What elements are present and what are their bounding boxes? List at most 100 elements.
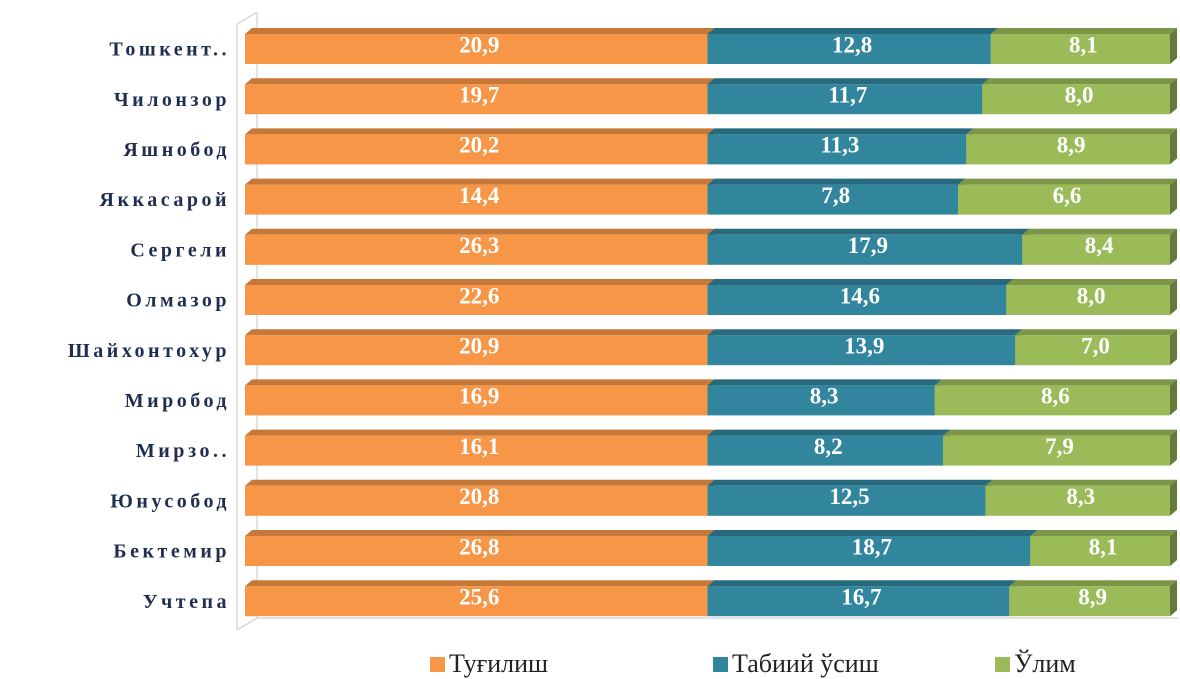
y-tick-label: Тошкент.. <box>109 39 230 61</box>
bar-top <box>707 28 998 34</box>
bar <box>245 78 715 115</box>
bar <box>245 279 715 315</box>
data-label: 20,9 <box>459 32 499 57</box>
data-label: 26,8 <box>459 534 499 559</box>
bar-front <box>245 285 708 315</box>
data-label: 8,0 <box>1065 82 1094 107</box>
bar <box>245 178 715 215</box>
bar-top <box>245 479 715 486</box>
bar <box>990 28 1177 64</box>
y-tick-label: Учтепа <box>143 591 230 613</box>
bar <box>966 128 1177 165</box>
bar-front <box>707 234 1023 265</box>
bar-top <box>985 479 1177 486</box>
legend-swatch <box>995 657 1010 672</box>
y-tick-label: Яккасарой <box>100 189 230 211</box>
bar <box>245 429 715 466</box>
data-label: 8,4 <box>1085 233 1114 258</box>
bar-front <box>707 335 1016 366</box>
bar-top <box>245 78 715 85</box>
bar-front <box>707 84 983 115</box>
bar-top <box>1009 580 1177 587</box>
bar-front <box>245 536 708 566</box>
bar-top <box>966 128 1177 135</box>
bar-front <box>1009 586 1170 617</box>
y-tick-label: Яшнобод <box>123 139 230 161</box>
bar-front <box>707 34 991 64</box>
bar-front <box>245 485 708 516</box>
data-label: 22,6 <box>459 283 499 308</box>
bar-front <box>1006 285 1170 315</box>
bar-front <box>1030 536 1170 566</box>
bar-top <box>245 329 715 336</box>
bar-front <box>985 485 1170 516</box>
y-tick-label: Миробод <box>125 390 230 412</box>
bar-top <box>707 379 942 386</box>
legend-label: Ўлим <box>1014 649 1076 678</box>
data-label: 20,9 <box>459 333 499 358</box>
bar <box>1006 279 1177 315</box>
bar <box>245 479 715 516</box>
bar-top <box>245 228 715 235</box>
data-label: 8,0 <box>1077 283 1106 308</box>
bar-top <box>990 28 1177 34</box>
bar <box>245 128 715 165</box>
bar-front <box>958 184 1170 215</box>
bar-top <box>245 530 715 536</box>
bar-front <box>707 184 959 215</box>
bar-side <box>1170 329 1177 366</box>
bar-front <box>245 586 708 617</box>
data-label: 7,0 <box>1081 333 1110 358</box>
bar-front <box>245 335 708 366</box>
bar-top <box>245 178 715 185</box>
bar-front <box>707 536 1031 566</box>
bar-top <box>1022 228 1177 235</box>
bar-top <box>707 329 1023 336</box>
data-label: 8,9 <box>1057 133 1086 158</box>
data-label: 16,7 <box>841 584 881 609</box>
bar-side <box>1170 178 1177 215</box>
bar-front <box>1022 234 1170 265</box>
bar-top <box>982 78 1177 85</box>
bar-front <box>245 385 708 416</box>
bar-side <box>1170 580 1177 617</box>
bar-front <box>990 34 1170 64</box>
data-label: 8,9 <box>1078 584 1107 609</box>
legend-swatch <box>430 657 445 672</box>
data-label: 17,9 <box>848 233 888 258</box>
y-tick-label: Шайхонтохур <box>68 340 230 362</box>
data-label: 20,8 <box>459 484 499 509</box>
bar-front <box>245 234 708 265</box>
bar-top <box>1030 530 1177 536</box>
bar-front <box>707 385 935 416</box>
data-label: 11,3 <box>820 133 859 158</box>
bar <box>707 530 1038 566</box>
bar-front <box>707 285 1007 315</box>
bar-front <box>943 435 1170 466</box>
bar-top <box>707 228 1030 235</box>
data-label: 20,2 <box>459 133 499 158</box>
bar-front <box>707 134 967 165</box>
bar-side <box>1170 279 1177 315</box>
bar-top <box>707 128 974 135</box>
y-tick-label: Мирзо.. <box>136 440 230 462</box>
bar <box>958 178 1177 215</box>
bar-side <box>1170 530 1177 566</box>
data-label: 8,1 <box>1089 534 1118 559</box>
y-tick-label: Бектемир <box>113 541 230 563</box>
bar-side <box>1170 379 1177 416</box>
bar <box>943 429 1177 466</box>
legend-label: Табиий ўсиш <box>732 649 879 678</box>
y-tick-label: Юнусобод <box>110 490 230 512</box>
bar <box>707 379 942 416</box>
bar-top <box>707 78 990 85</box>
y-tick-label: Олмазор <box>126 290 230 312</box>
bar-top <box>707 429 951 436</box>
bar-side <box>1170 429 1177 466</box>
bar-top <box>958 178 1177 185</box>
bar-top <box>943 429 1177 436</box>
bar-front <box>245 84 708 115</box>
bar-top <box>1015 329 1177 336</box>
data-label: 16,1 <box>459 434 499 459</box>
